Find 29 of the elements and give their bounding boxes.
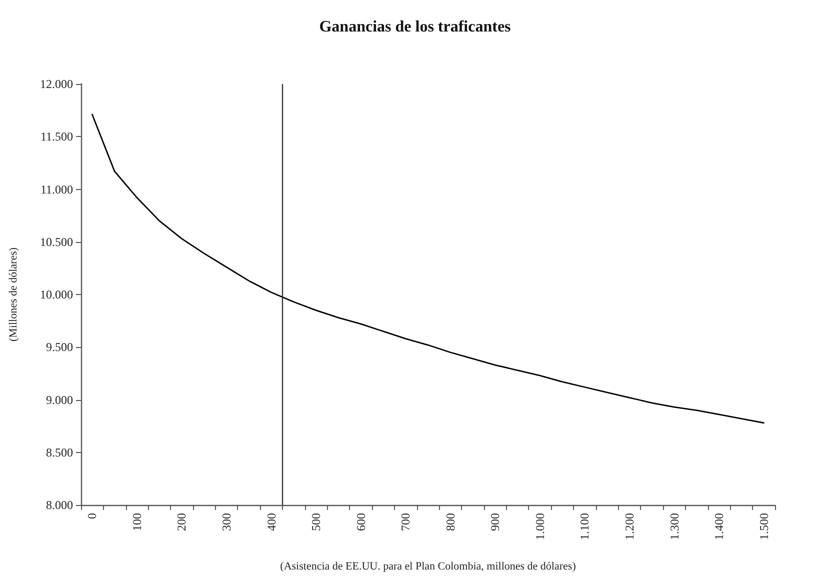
- x-tick-label: 400: [264, 513, 278, 531]
- x-tick-label: 500: [309, 513, 324, 531]
- y-tick-label: 8.000: [46, 498, 73, 512]
- y-tick-label: 8.500: [46, 445, 73, 460]
- x-tick-label: 600: [354, 513, 368, 531]
- x-tick-label: 0: [85, 513, 100, 519]
- chart-title: Ganancias de los traficantes: [319, 18, 511, 36]
- x-tick-label: 100: [130, 513, 144, 531]
- x-axis-title: (Asistencia de EE.UU. para el Plan Colombia, millones de dólares): [280, 560, 576, 572]
- y-tick-label: 9.500: [46, 340, 73, 354]
- y-tick-label: 11.500: [40, 130, 73, 144]
- x-tick-label: 1.200: [622, 513, 636, 540]
- x-tick-label: 1.300: [667, 513, 682, 540]
- x-tick-label: 900: [488, 513, 502, 531]
- y-tick-label: 9.000: [46, 392, 73, 407]
- y-axis-title: (Millones de dólares): [8, 247, 20, 342]
- x-tick-label: 200: [174, 513, 189, 531]
- y-tick-label: 10.500: [40, 234, 73, 249]
- x-tick-label: 800: [443, 513, 458, 531]
- x-tick-label: 700: [398, 513, 413, 531]
- line-series: [91, 114, 765, 424]
- x-tick-label: 1.500: [756, 513, 771, 540]
- x-tick-label: 1.400: [712, 513, 726, 540]
- y-tick-label: 11.000: [40, 182, 73, 196]
- x-tick-label: 300: [220, 513, 234, 531]
- y-tick-label: 10.000: [40, 288, 73, 302]
- x-tick-label: 1.100: [578, 513, 592, 540]
- y-tick-label: 12.000: [40, 77, 73, 91]
- x-tick-label: 1.000: [532, 513, 547, 540]
